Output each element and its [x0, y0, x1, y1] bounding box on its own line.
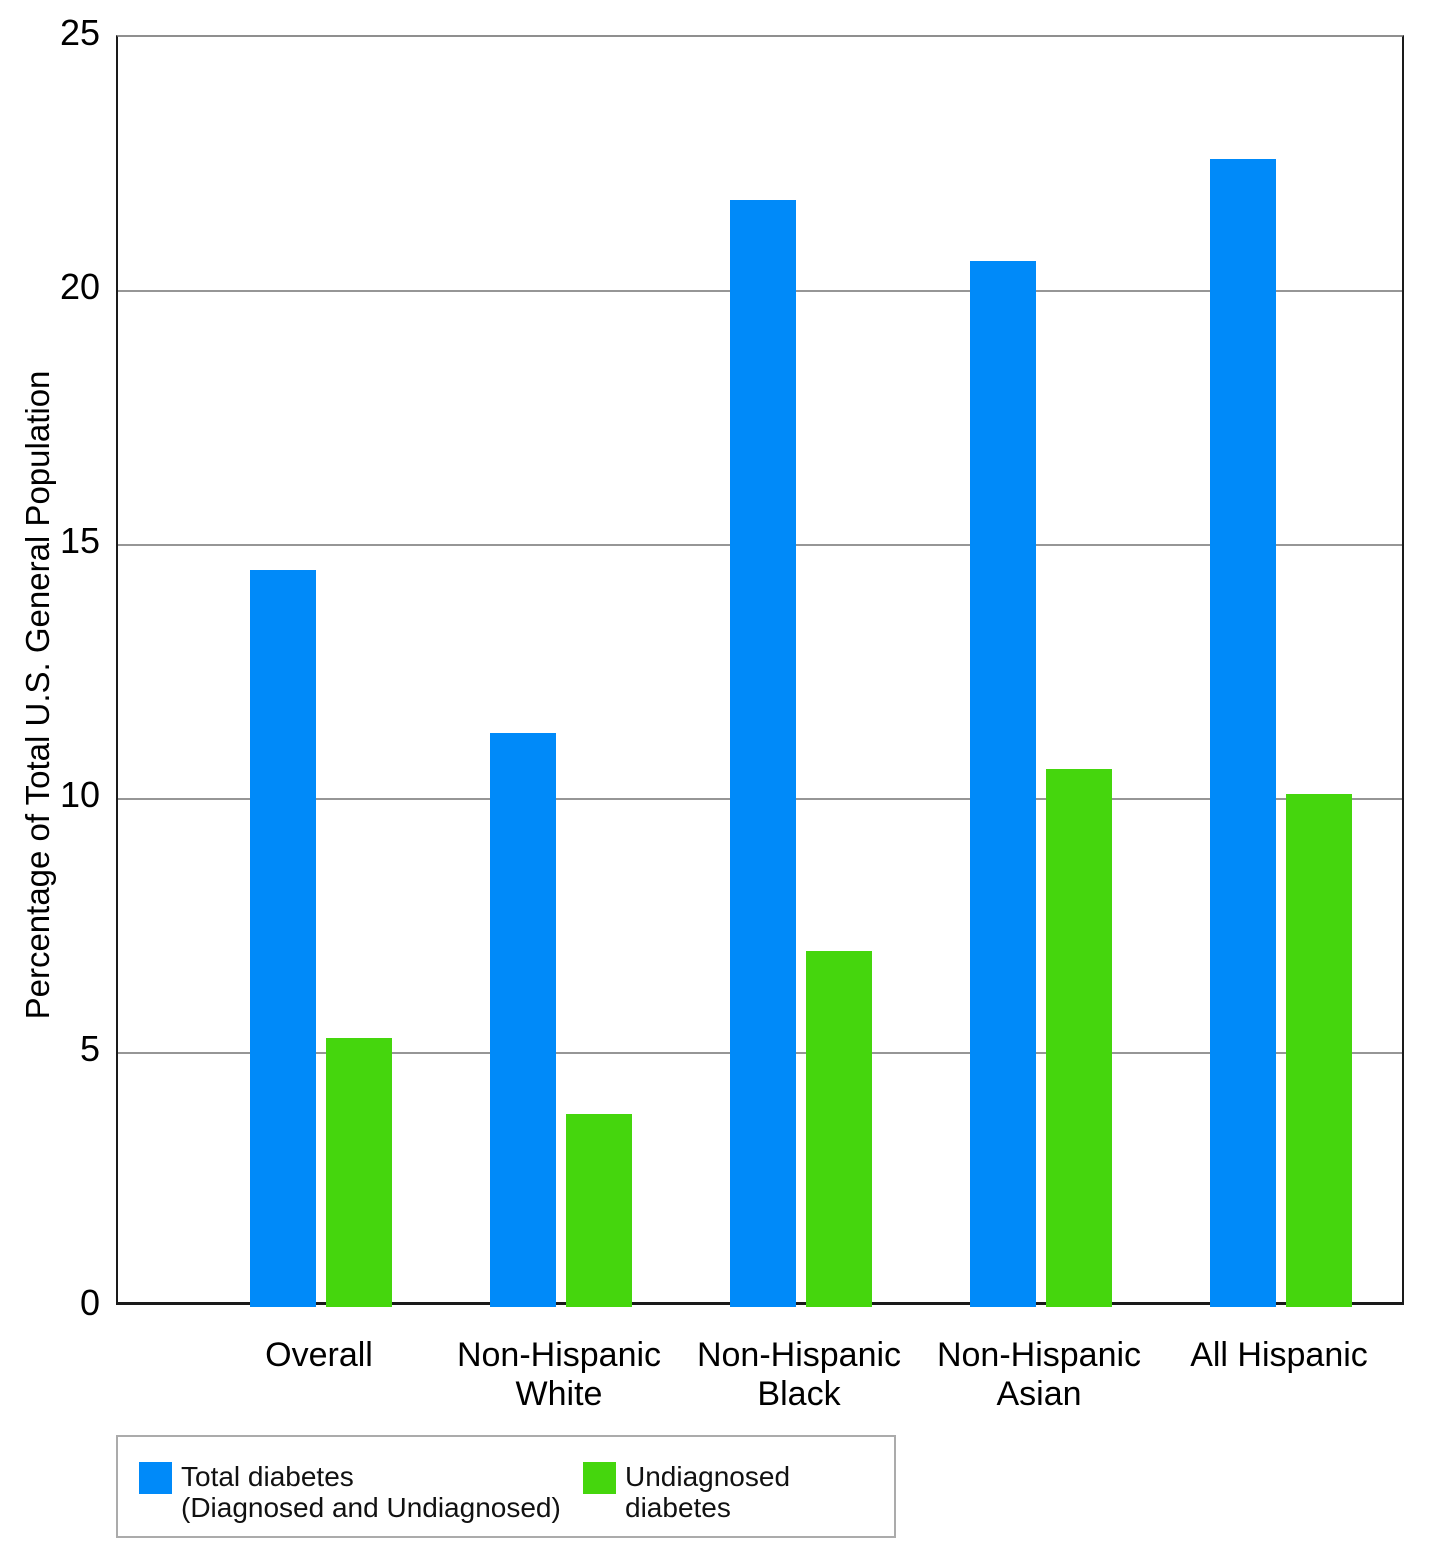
- x-category-label-line: Non-Hispanic: [696, 1336, 902, 1374]
- x-category-label-line: Non-Hispanic: [456, 1336, 662, 1374]
- x-category-label-line: White: [515, 1375, 603, 1413]
- x-category-label-line: Overall: [265, 1336, 373, 1374]
- legend-swatch-total-diabetes: [139, 1462, 172, 1494]
- bar-undiagnosed-diabetes: [1286, 793, 1352, 1307]
- y-tick-label: 0: [79, 1282, 100, 1323]
- legend-label-total-diabetes: Total diabetes: [181, 1461, 354, 1492]
- x-category-label: Non-Hispanic White: [409, 1336, 709, 1414]
- y-tick-label: 20: [59, 266, 100, 307]
- legend: Total diabetes (Diagnosed and Undiagnose…: [116, 1435, 896, 1538]
- x-category-label-line: Black: [757, 1375, 841, 1413]
- x-category-label: Overall: [169, 1336, 469, 1375]
- bar-total-diabetes: [490, 732, 556, 1307]
- bar-total-diabetes: [1210, 158, 1276, 1307]
- bar-total-diabetes: [970, 260, 1036, 1307]
- bar-total-diabetes: [730, 199, 796, 1307]
- y-axis-title: Percentage of Total U.S. General Populat…: [19, 370, 56, 1020]
- bar-total-diabetes: [250, 570, 316, 1307]
- bar-undiagnosed-diabetes: [1046, 768, 1112, 1307]
- legend-sublabel-total-diabetes: (Diagnosed and Undiagnosed): [181, 1492, 561, 1523]
- y-tick-label: 5: [79, 1028, 100, 1069]
- legend-swatch-undiagnosed-diabetes: [583, 1462, 616, 1494]
- bar-undiagnosed-diabetes: [806, 951, 872, 1307]
- y-tick-label: 10: [59, 774, 100, 815]
- x-category-label: Non-Hispanic Asian: [889, 1336, 1189, 1414]
- plot-area: [116, 35, 1404, 1307]
- x-category-label-line: Non-Hispanic: [936, 1336, 1142, 1374]
- x-category-label: Non-Hispanic Black: [649, 1336, 949, 1414]
- x-category-label-line: Asian: [996, 1375, 1082, 1413]
- y-tick-label: 15: [59, 520, 100, 561]
- legend-item-undiagnosed-diabetes: Undiagnosed diabetes: [583, 1461, 894, 1523]
- x-category-label: All Hispanic: [1129, 1336, 1429, 1375]
- bar-undiagnosed-diabetes: [566, 1113, 632, 1307]
- legend-item-total-diabetes: Total diabetes (Diagnosed and Undiagnose…: [139, 1461, 561, 1523]
- x-category-label-line: All Hispanic: [1190, 1336, 1368, 1374]
- y-tick-label: 25: [59, 12, 100, 53]
- bar-undiagnosed-diabetes: [326, 1037, 392, 1307]
- legend-label-undiagnosed-diabetes: Undiagnosed diabetes: [625, 1461, 791, 1523]
